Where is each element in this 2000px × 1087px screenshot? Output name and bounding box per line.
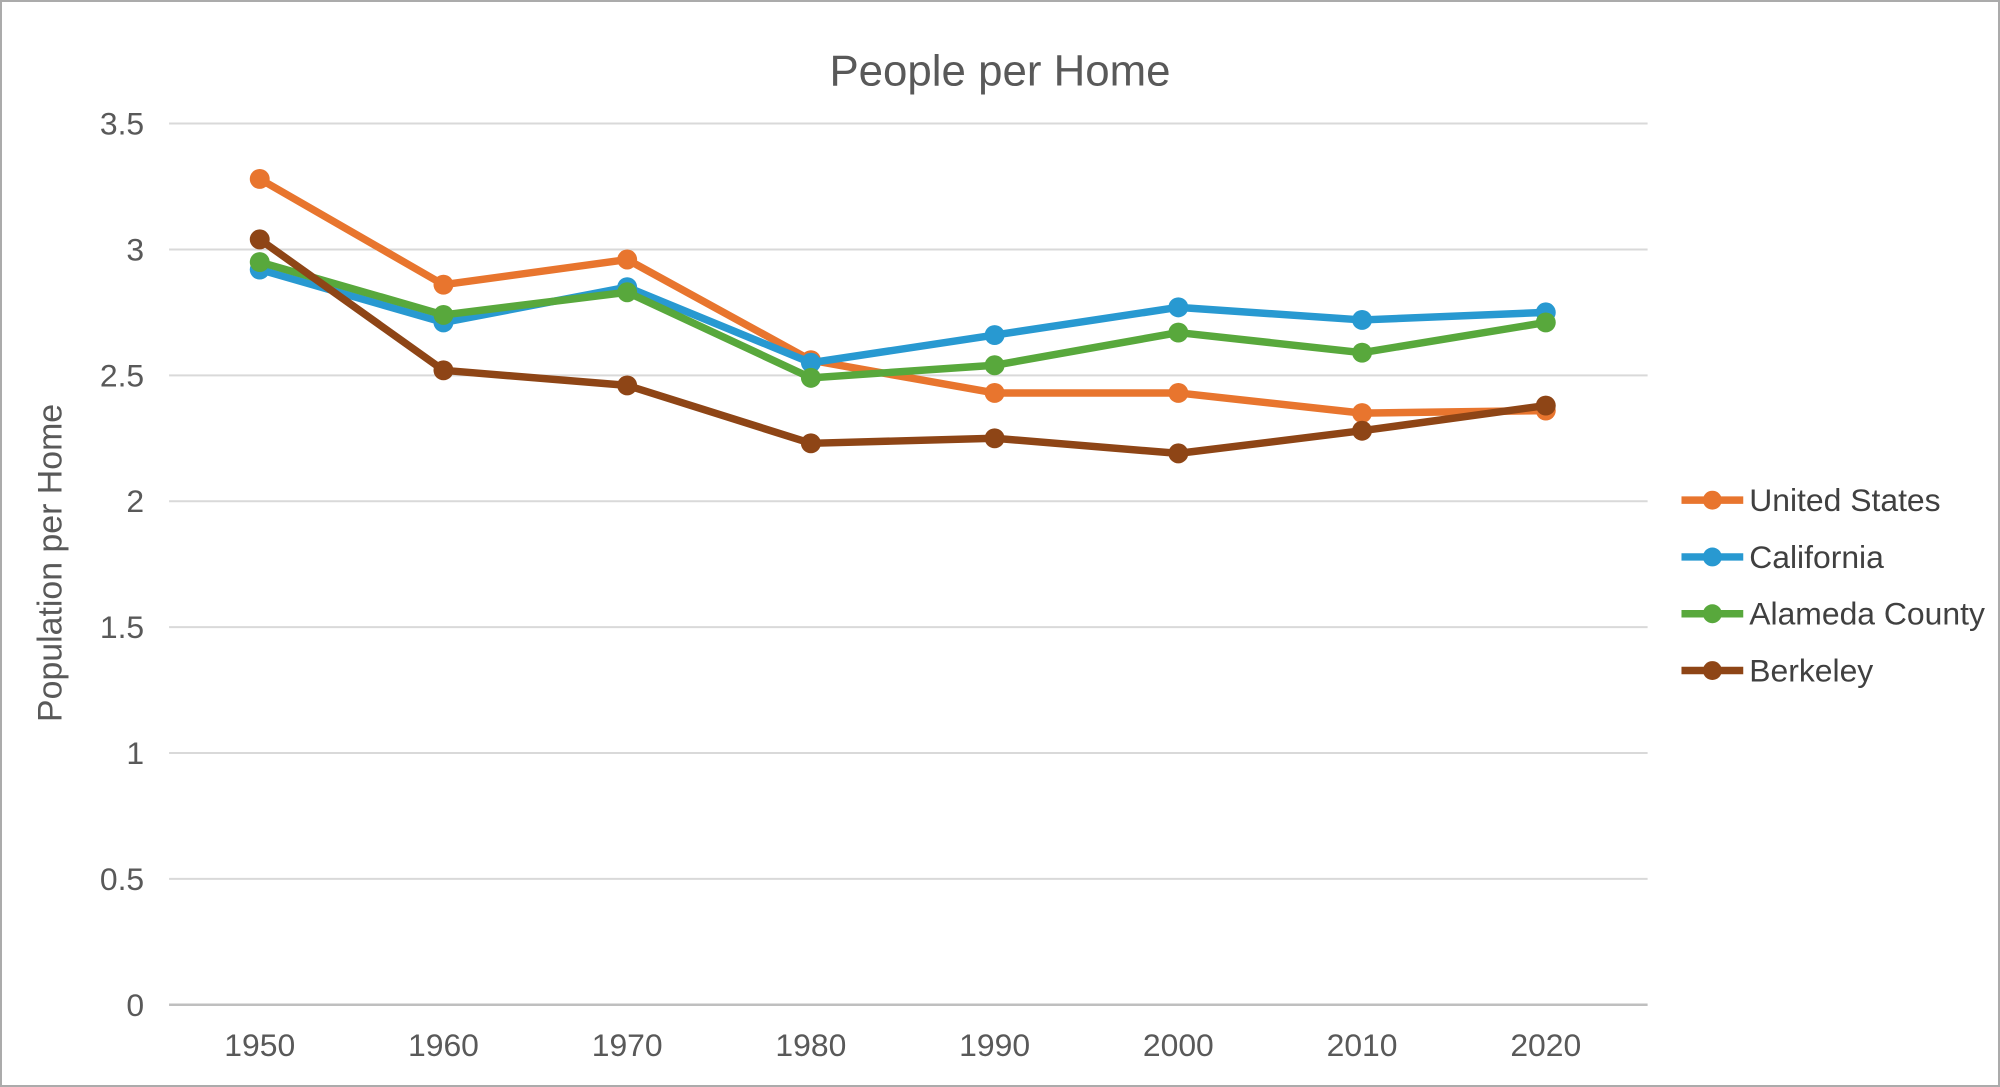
data-point xyxy=(1352,342,1373,363)
x-tick-label: 2020 xyxy=(1510,1027,1581,1063)
series-united-states xyxy=(249,168,1556,424)
data-point xyxy=(1352,420,1373,441)
y-tick-label: 2 xyxy=(126,483,144,519)
legend-item-united-states: United States xyxy=(1681,482,1941,518)
data-point xyxy=(800,433,821,454)
legend-item-berkeley: Berkeley xyxy=(1681,652,1873,688)
x-tick-label: 1950 xyxy=(224,1027,295,1063)
y-tick-label: 2.5 xyxy=(100,357,144,393)
data-point xyxy=(1535,312,1556,333)
legend-item-alameda-county: Alameda County xyxy=(1681,596,1985,632)
chart-title: People per Home xyxy=(829,47,1170,96)
data-point xyxy=(984,428,1005,449)
data-point xyxy=(1168,322,1189,343)
data-point xyxy=(433,304,454,325)
legend-label: United States xyxy=(1749,482,1940,518)
data-point xyxy=(617,249,638,270)
series-lines xyxy=(249,168,1556,464)
data-point xyxy=(800,367,821,388)
x-tick-label: 2000 xyxy=(1143,1027,1214,1063)
data-point xyxy=(1168,297,1189,318)
data-point xyxy=(1535,395,1556,416)
data-point xyxy=(433,274,454,295)
x-tick-label: 1970 xyxy=(592,1027,663,1063)
y-tick-label: 0.5 xyxy=(100,861,144,897)
x-tick-label: 1960 xyxy=(408,1027,479,1063)
y-tick-label: 0 xyxy=(126,987,144,1023)
x-axis-tick-labels: 1950 1960 1970 1980 1990 2000 2010 2020 xyxy=(224,1027,1581,1063)
data-point xyxy=(1352,309,1373,330)
y-axis-title: Population per Home xyxy=(31,404,69,722)
y-tick-label: 1.5 xyxy=(100,609,144,645)
legend-label: Berkeley xyxy=(1749,652,1873,688)
data-point xyxy=(1168,443,1189,464)
series-berkeley xyxy=(249,229,1556,464)
legend-label: California xyxy=(1749,539,1884,575)
y-tick-label: 3.5 xyxy=(100,106,144,142)
data-point xyxy=(617,282,638,303)
legend: United States California Alameda County Ber… xyxy=(1681,482,1985,688)
data-point xyxy=(984,355,1005,376)
data-point xyxy=(984,325,1005,346)
data-point xyxy=(800,352,821,373)
data-point xyxy=(249,168,270,189)
x-tick-label: 2010 xyxy=(1327,1027,1398,1063)
legend-item-california: California xyxy=(1681,539,1884,575)
x-tick-label: 1990 xyxy=(959,1027,1030,1063)
y-tick-label: 1 xyxy=(126,735,144,771)
data-point xyxy=(433,360,454,381)
x-tick-label: 1980 xyxy=(775,1027,846,1063)
data-point xyxy=(249,252,270,272)
data-point xyxy=(1168,382,1189,403)
data-point xyxy=(249,229,270,250)
data-point xyxy=(617,375,638,396)
y-tick-label: 3 xyxy=(126,231,144,267)
data-point xyxy=(984,382,1005,403)
data-point xyxy=(1352,403,1373,424)
legend-label: Alameda County xyxy=(1749,596,1985,632)
y-axis-tick-labels: 0 0.5 1 1.5 2 2.5 3 3.5 xyxy=(100,106,144,1023)
series-alameda-county xyxy=(249,252,1556,388)
